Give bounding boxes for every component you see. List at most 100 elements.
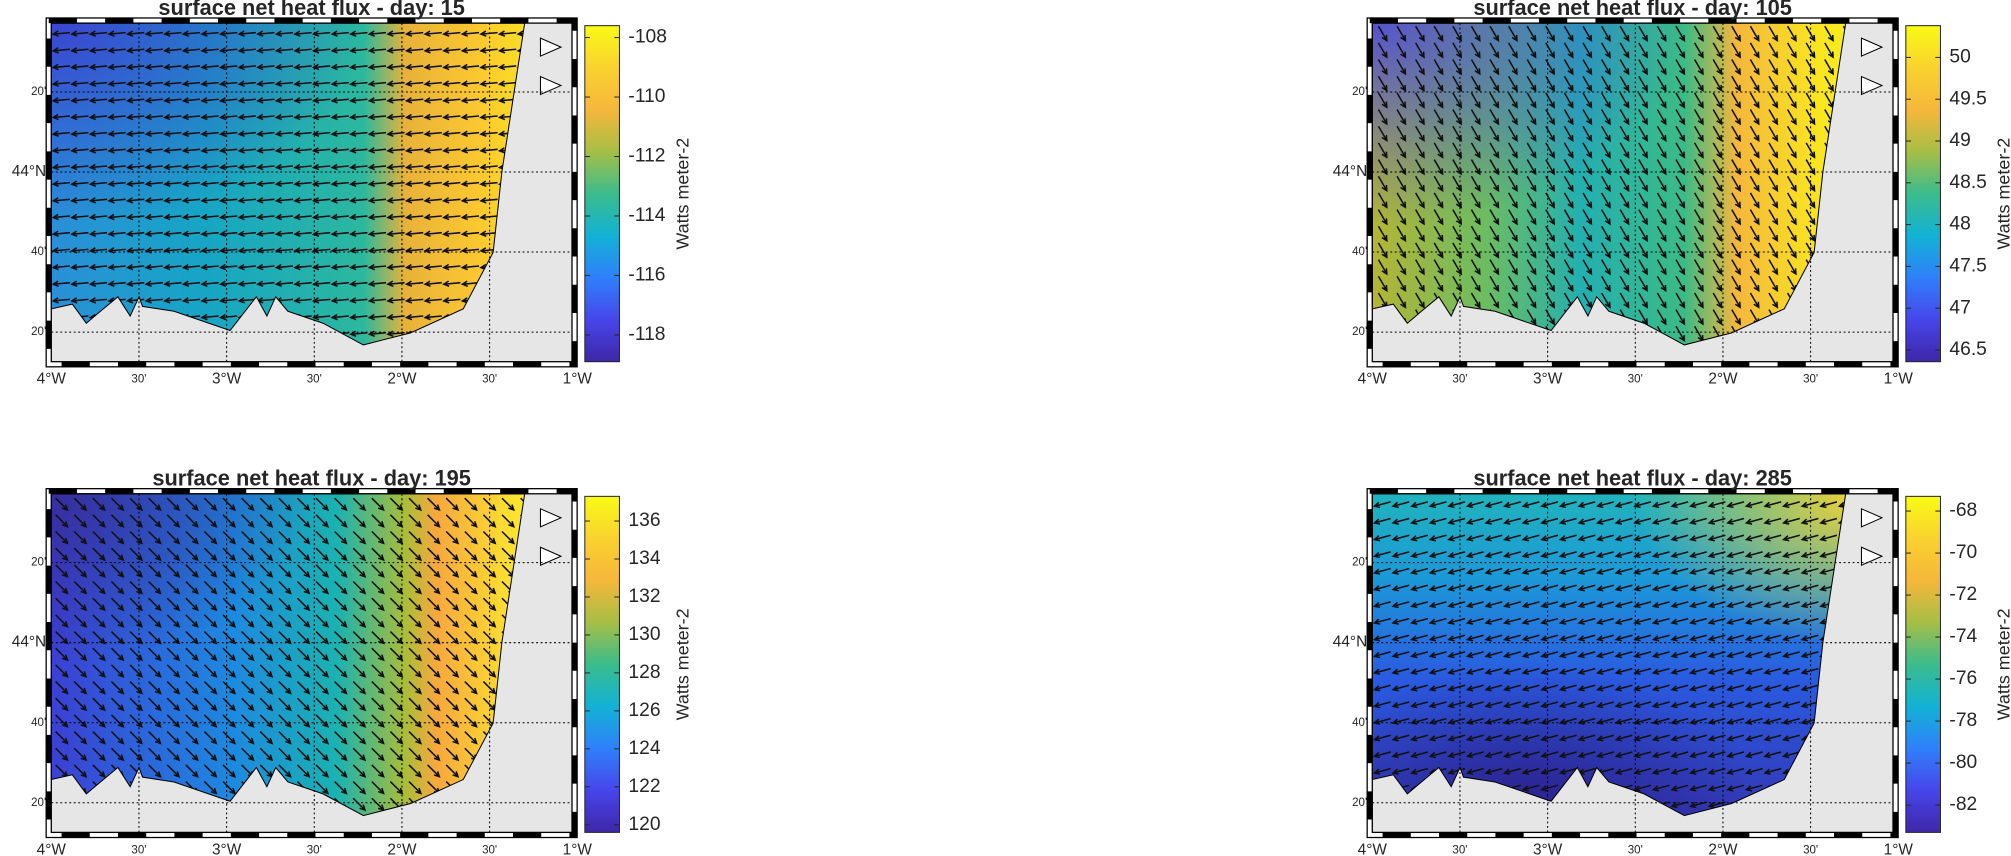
wind-arrow bbox=[1377, 259, 1388, 276]
wind-arrow bbox=[1447, 567, 1466, 575]
wind-arrow bbox=[1768, 142, 1779, 159]
wind-arrow bbox=[1470, 125, 1481, 143]
wind-arrow bbox=[1781, 601, 1800, 609]
wind-arrow bbox=[203, 731, 218, 745]
wind-arrow bbox=[1670, 651, 1689, 659]
wind-arrow bbox=[1582, 192, 1593, 209]
wind-arrow bbox=[1786, 75, 1797, 93]
wind-arrow bbox=[222, 731, 237, 745]
wind-arrow bbox=[92, 647, 106, 662]
wind-arrow bbox=[460, 47, 480, 54]
wind-arrow bbox=[1391, 751, 1410, 759]
wind-arrow bbox=[1763, 651, 1782, 659]
wind-arrow bbox=[1526, 175, 1537, 193]
wind-arrow bbox=[1428, 501, 1447, 509]
wind-arrow bbox=[1507, 109, 1518, 126]
wind-arrow bbox=[296, 747, 311, 762]
wind-arrow bbox=[1414, 109, 1425, 126]
wind-arrow bbox=[1744, 534, 1763, 542]
wind-arrow bbox=[479, 113, 498, 121]
colorbar-tick-label: -108 bbox=[628, 27, 666, 48]
wind-arrow bbox=[442, 113, 461, 121]
wind-arrow bbox=[315, 530, 330, 545]
wind-arrow bbox=[107, 113, 126, 121]
wind-arrow bbox=[92, 747, 106, 762]
wind-arrow bbox=[371, 514, 385, 528]
wind-arrow bbox=[1638, 175, 1649, 193]
wind-arrow bbox=[1731, 42, 1742, 59]
colorbar-tick-label: -72 bbox=[1949, 584, 1977, 605]
wind-arrow bbox=[1600, 125, 1611, 143]
wind-arrow bbox=[1465, 667, 1484, 675]
wind-arrow bbox=[203, 664, 218, 678]
wind-arrow bbox=[51, 130, 70, 137]
wind-arrow bbox=[296, 514, 311, 528]
wind-arrow bbox=[293, 213, 312, 221]
wind-arrow bbox=[200, 97, 219, 104]
wind-arrow bbox=[237, 113, 256, 121]
wind-arrow bbox=[203, 647, 218, 662]
wind-arrow bbox=[200, 147, 219, 154]
wind-arrow bbox=[479, 130, 498, 137]
wind-arrow bbox=[482, 647, 497, 662]
wind-arrow bbox=[1688, 534, 1707, 542]
wind-arrow bbox=[1470, 192, 1481, 209]
wind-arrow bbox=[110, 681, 125, 695]
wind-arrow bbox=[148, 530, 162, 545]
wind-arrow bbox=[1638, 125, 1649, 143]
wind-arrow bbox=[1595, 701, 1615, 709]
wind-arrow bbox=[51, 97, 70, 104]
wind-arrow bbox=[129, 697, 144, 712]
wind-arrow bbox=[1577, 534, 1596, 542]
wind-arrow bbox=[371, 497, 385, 512]
wind-arrow bbox=[1633, 567, 1652, 575]
wind-arrow bbox=[1433, 225, 1444, 243]
wind-arrow bbox=[181, 80, 201, 87]
wind-arrow bbox=[334, 681, 348, 695]
wind-arrow bbox=[1656, 125, 1667, 143]
wind-arrow bbox=[1614, 767, 1633, 775]
wind-arrow bbox=[129, 681, 144, 695]
wind-arrow bbox=[163, 297, 182, 304]
wind-arrow bbox=[315, 697, 330, 712]
wind-arrow bbox=[464, 647, 478, 662]
colorbar bbox=[1905, 495, 1941, 833]
colorbar-tick-label: -110 bbox=[628, 86, 665, 107]
wind-arrow bbox=[1731, 275, 1742, 293]
wind-arrow bbox=[1786, 109, 1797, 126]
wind-arrow bbox=[1414, 59, 1425, 76]
y-tick-label: 40' bbox=[31, 246, 46, 258]
wind-arrow bbox=[144, 97, 163, 104]
wind-arrow bbox=[203, 497, 218, 512]
wind-arrow bbox=[371, 664, 385, 678]
wind-arrow bbox=[1502, 767, 1522, 775]
wind-arrow bbox=[163, 130, 182, 137]
wind-arrow bbox=[107, 230, 126, 237]
wind-arrow bbox=[55, 731, 69, 745]
wind-arrow bbox=[1600, 175, 1611, 193]
wind-arrow bbox=[1595, 667, 1615, 675]
wind-arrow bbox=[1781, 617, 1800, 625]
wind-arrow bbox=[73, 664, 88, 678]
y-tick-label: 44°N bbox=[1333, 634, 1367, 651]
wind-arrow bbox=[1414, 259, 1425, 276]
colorbar-tick-label: 128 bbox=[628, 662, 660, 683]
wind-arrow bbox=[1470, 142, 1481, 159]
wind-arrow bbox=[1656, 242, 1667, 259]
wind-arrow bbox=[293, 197, 312, 204]
wind-arrow bbox=[334, 731, 348, 745]
wind-arrow bbox=[1507, 42, 1518, 59]
x-tick-label: 30' bbox=[1803, 844, 1818, 856]
wind-arrow bbox=[1781, 751, 1800, 759]
wind-arrow bbox=[427, 514, 441, 528]
colorbar bbox=[1905, 25, 1941, 363]
wind-arrow bbox=[110, 697, 125, 712]
wind-arrow bbox=[70, 47, 89, 54]
wind-arrow bbox=[51, 113, 70, 121]
wind-arrow bbox=[1688, 751, 1707, 759]
wind-arrow bbox=[427, 764, 441, 778]
wind-arrow bbox=[352, 597, 367, 612]
wind-arrow bbox=[1563, 275, 1574, 293]
wind-arrow bbox=[1428, 667, 1447, 675]
wind-arrow bbox=[1410, 701, 1429, 709]
